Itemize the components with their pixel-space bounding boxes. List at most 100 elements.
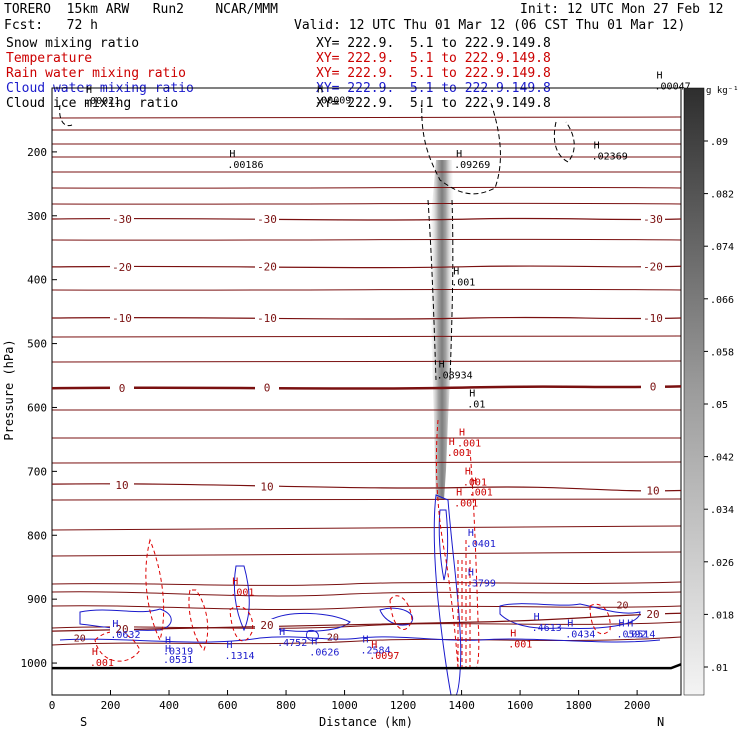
extremum-value: 20 <box>327 633 339 644</box>
isotherm-m10 <box>51 316 682 320</box>
extremum-value: .00186 <box>227 160 263 171</box>
x-tick-label: 2000 <box>624 699 651 712</box>
extremum-value: .001 <box>230 587 254 598</box>
isotherm-m20 <box>51 265 682 269</box>
ice-contour <box>421 99 501 195</box>
extremum-h: H <box>363 634 369 645</box>
extremum-h: H <box>594 141 600 152</box>
isotherm-label-bg <box>641 380 665 392</box>
forecast-hour: Fcst: 72 h <box>4 18 98 33</box>
isotherm-label-bg <box>110 623 134 635</box>
extremum-h: H <box>92 647 98 658</box>
extremum-value: .0097 <box>369 651 399 662</box>
extremum-value: .0434 <box>565 629 595 640</box>
isotherm-label-bg <box>255 212 279 224</box>
extremum-value: .4752 <box>277 638 307 649</box>
extremum-value: .001 <box>463 477 487 488</box>
extremum-h: H <box>371 640 377 651</box>
field-xy-rain: XY= 222.9. 5.1 to 222.9.149.8 <box>316 66 551 81</box>
isotherm-label-bg <box>641 484 665 496</box>
isotherm-label: 0 <box>264 382 271 395</box>
isotherm-upper <box>52 360 681 363</box>
extremum-h: H <box>112 619 118 630</box>
extremum-value: .02369 <box>592 152 628 163</box>
cloud-water-contour <box>59 636 661 643</box>
ice-contour <box>553 121 575 163</box>
surface-line <box>52 663 682 670</box>
left-end-label: S <box>80 715 87 729</box>
ice-contour <box>427 199 454 381</box>
extremum-h: H <box>459 427 465 438</box>
extremum-value: 20 <box>616 601 628 612</box>
isotherm-label: -10 <box>643 312 663 325</box>
extremum-h: H <box>311 636 317 647</box>
extremum-value: .3799 <box>466 578 496 589</box>
rain-contour <box>229 605 254 642</box>
extremum-value: .08934 <box>437 371 473 382</box>
isotherm-upper <box>52 288 681 291</box>
y-axis-label: Pressure (hPa) <box>2 339 16 440</box>
y-tick-label: 700 <box>27 465 47 478</box>
isotherm-label-bg <box>641 312 665 324</box>
extremum-h: H <box>534 612 540 623</box>
cloud-water-contour <box>438 509 449 581</box>
isotherm-label: 10 <box>260 480 273 493</box>
isotherm-label-bg <box>255 618 279 630</box>
extremum-value: .001 <box>469 488 493 499</box>
y-tick-label: 800 <box>27 529 47 542</box>
colorbar-tick-label: .034 <box>710 505 734 516</box>
rain-contour <box>457 540 471 668</box>
isotherm-label: 0 <box>650 380 657 393</box>
extremum-value: .001 <box>447 448 471 459</box>
rain-contour <box>589 603 611 635</box>
isotherm-upper <box>52 461 681 464</box>
isotherm-label: -20 <box>257 261 277 274</box>
cloud-water-contour <box>499 603 641 629</box>
rain-contour <box>188 589 209 651</box>
isotherm-label-bg <box>641 608 665 620</box>
extremum-value: .0632 <box>110 630 140 641</box>
isotherm-10 <box>51 483 682 492</box>
extremum-h: H <box>510 629 516 640</box>
isotherm-label-bg <box>110 312 134 324</box>
x-tick-label: 200 <box>101 699 121 712</box>
extremum-h: H <box>279 627 285 638</box>
isotherm-label: -10 <box>257 312 277 325</box>
extremum-h: H <box>165 636 171 647</box>
cloud-water-contour <box>79 608 172 631</box>
x-tick-label: 1800 <box>565 699 592 712</box>
isotherm-upper <box>52 525 681 531</box>
extremum-h: H <box>449 437 455 448</box>
y-tick-label: 200 <box>27 146 47 159</box>
isotherm-label: 20 <box>115 623 128 636</box>
colorbar-tick-label: .018 <box>710 610 734 621</box>
extremum-h: H <box>86 85 92 96</box>
isotherm-label-bg <box>255 260 279 272</box>
x-tick-label: 1600 <box>507 699 534 712</box>
colorbar <box>683 87 705 696</box>
x-tick-label: 1000 <box>331 699 358 712</box>
isotherm-label-bg <box>255 480 279 492</box>
isotherm-label-bg <box>110 260 134 272</box>
extremum-h: H <box>657 70 663 81</box>
x-axis-label: Distance (km) <box>319 715 413 729</box>
isotherm-upper <box>52 238 681 241</box>
isotherm-upper <box>52 335 681 338</box>
extremum-h: H <box>456 149 462 160</box>
isotherm-label: -30 <box>257 213 277 226</box>
isotherm-upper <box>52 143 681 145</box>
cloud-water-contour <box>379 607 413 626</box>
isotherm-label: 0 <box>119 382 126 395</box>
extremum-value: .0514 <box>625 629 655 640</box>
valid-time: Valid: 12 UTC Thu 01 Mar 12 (06 CST Thu … <box>294 18 686 33</box>
isotherm-upper <box>52 498 681 501</box>
isotherm-upper <box>52 156 681 158</box>
extremum-h: H <box>567 618 573 629</box>
cloud-water-contour <box>233 565 250 632</box>
x-tick-label: 800 <box>276 699 296 712</box>
extremum-h: H <box>456 488 462 499</box>
isotherm-label: 20 <box>260 619 273 632</box>
field-name-rain: Rain water mixing ratio <box>6 66 187 81</box>
isotherm-0 <box>51 385 682 390</box>
extremum-value: .001 <box>457 438 481 449</box>
